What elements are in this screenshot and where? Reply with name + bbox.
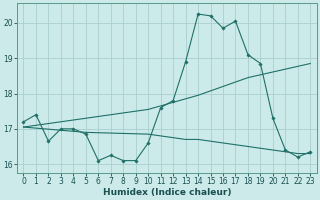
X-axis label: Humidex (Indice chaleur): Humidex (Indice chaleur) bbox=[103, 188, 231, 197]
